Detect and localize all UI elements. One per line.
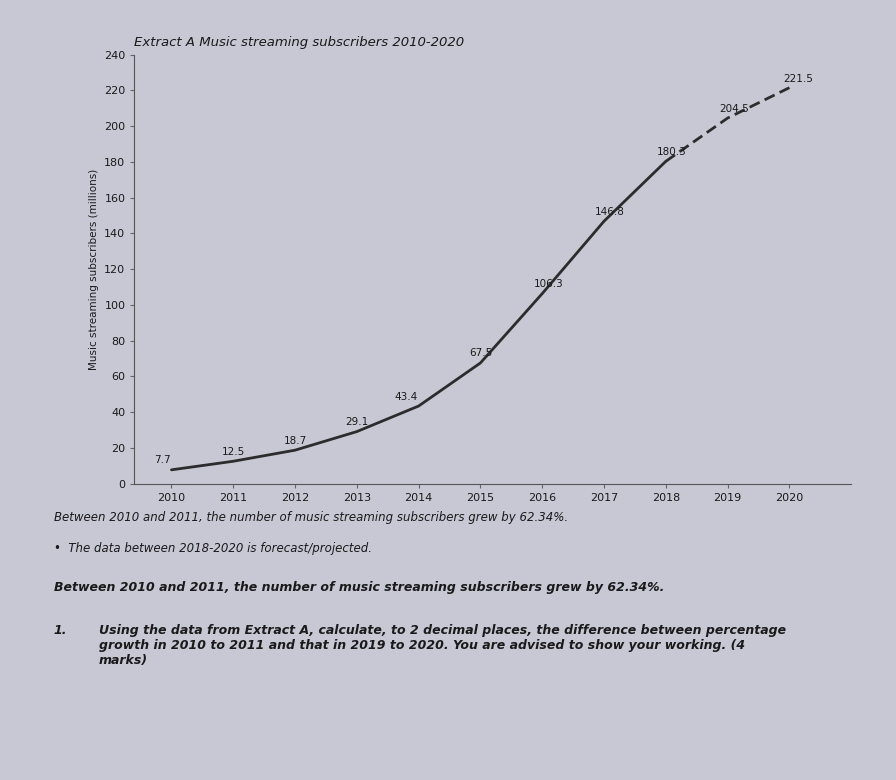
Y-axis label: Music streaming subscribers (millions): Music streaming subscribers (millions)	[89, 168, 99, 370]
Text: Extract A Music streaming subscribers 2010-2020: Extract A Music streaming subscribers 20…	[134, 36, 464, 49]
Text: 106.3: 106.3	[533, 279, 564, 289]
Text: 7.7: 7.7	[154, 456, 170, 466]
Text: 146.8: 146.8	[595, 207, 625, 217]
Text: Using the data from Extract A, calculate, to 2 decimal places, the difference be: Using the data from Extract A, calculate…	[99, 624, 786, 667]
Text: 221.5: 221.5	[784, 74, 814, 84]
Text: 29.1: 29.1	[345, 417, 368, 427]
Text: 180.3: 180.3	[657, 147, 687, 157]
Text: 43.4: 43.4	[394, 392, 418, 402]
Text: 1.: 1.	[54, 624, 67, 637]
Text: 18.7: 18.7	[283, 436, 306, 445]
Text: 12.5: 12.5	[221, 447, 245, 457]
Text: Between 2010 and 2011, the number of music streaming subscribers grew by 62.34%.: Between 2010 and 2011, the number of mus…	[54, 581, 664, 594]
Text: 204.5: 204.5	[719, 104, 749, 114]
Text: Between 2010 and 2011, the number of music streaming subscribers grew by 62.34%.: Between 2010 and 2011, the number of mus…	[54, 511, 568, 524]
Text: •  The data between 2018-2020 is forecast/projected.: • The data between 2018-2020 is forecast…	[54, 542, 372, 555]
Text: 67.5: 67.5	[469, 349, 492, 359]
